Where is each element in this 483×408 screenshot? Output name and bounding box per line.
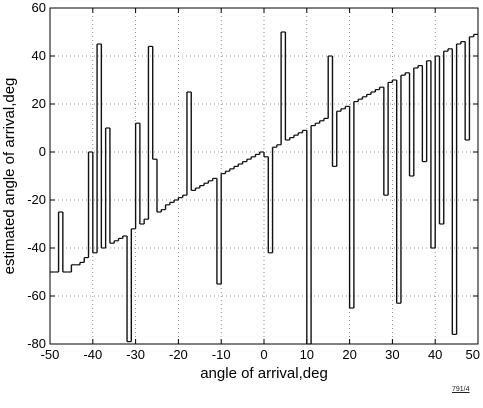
- y-tick-label: 40: [32, 48, 46, 63]
- y-tick-label: 0: [39, 144, 46, 159]
- figure-id: 791/4: [452, 386, 470, 393]
- x-tick-label: 10: [300, 347, 314, 362]
- x-tick-label: 40: [428, 347, 442, 362]
- x-tick-label: 0: [260, 347, 267, 362]
- x-tick-label: -50: [41, 347, 60, 362]
- y-tick-label: -20: [27, 192, 46, 207]
- y-tick-label: -40: [27, 240, 46, 255]
- y-tick-label: 60: [32, 0, 46, 15]
- x-axis-ticks: -50 -40 -30 -20 -10 0 10 20 30 40 50: [41, 8, 480, 362]
- y-tick-label: -60: [27, 288, 46, 303]
- x-tick-label: -20: [169, 347, 188, 362]
- x-tick-label: 20: [342, 347, 356, 362]
- y-axis-ticks: -80 -60 -40 -20 0 20 40 60: [27, 0, 478, 351]
- x-axis-label: angle of arrival,deg: [200, 365, 328, 382]
- x-tick-label: -30: [126, 347, 145, 362]
- x-tick-label: 30: [385, 347, 399, 362]
- y-axis-label: estimated angle of arrival,deg: [1, 78, 18, 275]
- x-tick-label: -10: [212, 347, 231, 362]
- y-tick-label: -80: [27, 336, 46, 351]
- x-tick-label: -40: [83, 347, 102, 362]
- series-layer: [50, 31, 478, 345]
- x-tick-label: 50: [466, 347, 480, 362]
- y-tick-label: 20: [32, 96, 46, 111]
